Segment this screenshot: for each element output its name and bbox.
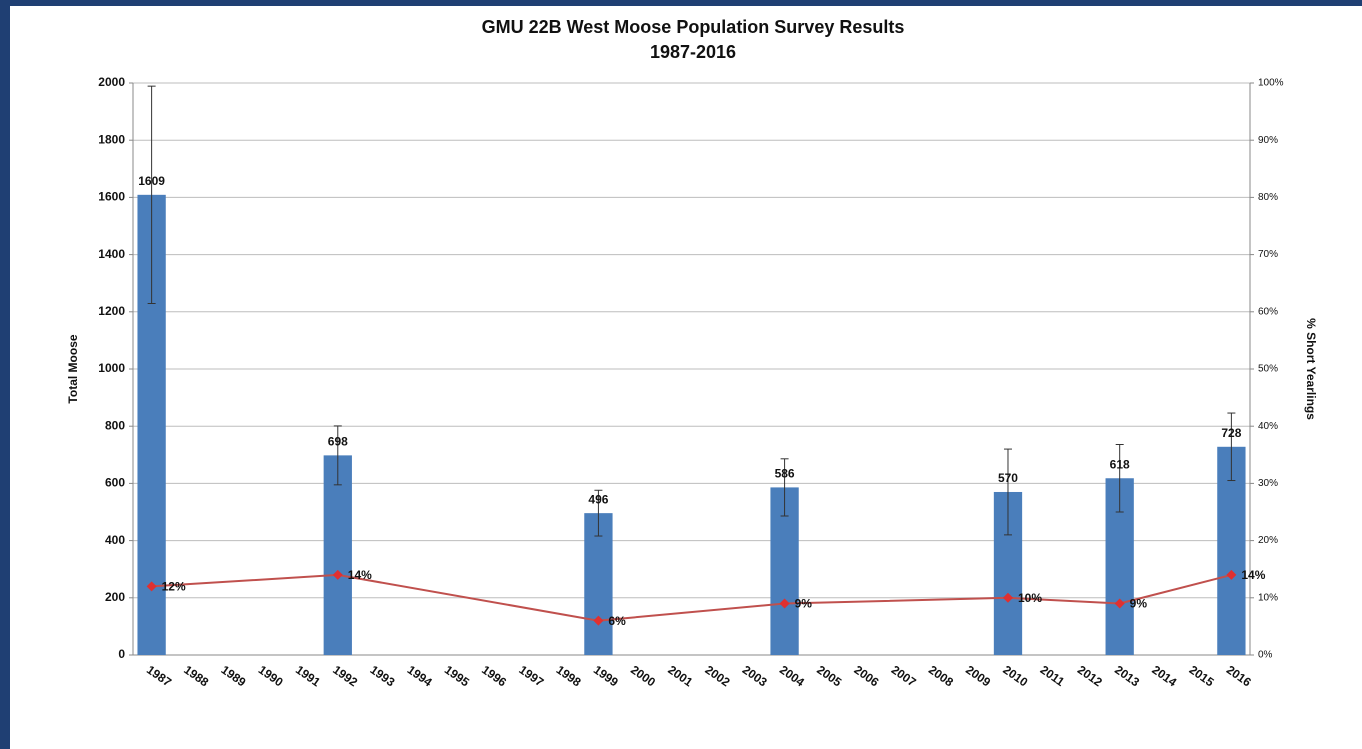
y2-tick-label: 20% [1258,535,1278,546]
y-tick-label: 400 [105,533,125,547]
y-tick-label: 800 [105,418,125,432]
y2-tick-label: 0% [1258,650,1273,661]
data-label: 496 [588,492,608,506]
data-label: 698 [328,435,348,449]
y2-tick-label: 30% [1258,478,1278,489]
data-label: 9% [1130,597,1148,611]
y-tick-label: 1600 [98,190,125,204]
data-label: 1609 [138,174,165,188]
y2-tick-label: 50% [1258,364,1278,375]
chart-subtitle: 1987-2016 [650,42,736,62]
y-tick-label: 1000 [98,361,125,375]
y2-axis-title: % Short Yearlings [1304,318,1318,420]
marker [332,569,343,580]
marker [1226,569,1237,580]
y2-tick-label: 70% [1258,249,1278,260]
y2-tick-label: 60% [1258,306,1278,317]
data-label: 728 [1221,426,1241,440]
marker [593,615,604,626]
data-label: 9% [795,597,813,611]
data-label: 586 [775,467,795,481]
y2-tick-label: 80% [1258,192,1278,203]
data-label: 10% [1018,591,1042,605]
y-tick-label: 200 [105,590,125,604]
data-label: 570 [998,471,1018,485]
y-tick-label: 1200 [98,304,125,318]
bar [323,455,352,655]
marker [779,598,790,609]
y2-tick-label: 10% [1258,592,1278,603]
data-label: 12% [162,580,186,594]
data-label: 618 [1110,457,1130,471]
bar [1217,446,1246,655]
bar [584,513,613,655]
y2-tick-label: 100% [1258,78,1284,89]
data-label: 6% [608,614,626,628]
data-label: 14% [348,568,372,582]
marker [1114,598,1125,609]
y-tick-label: 0 [118,647,125,661]
y-tick-label: 2000 [98,75,125,89]
y-tick-label: 600 [105,476,125,490]
y-tick-label: 1400 [98,247,125,261]
frame-left [0,0,10,749]
y2-tick-label: 90% [1258,135,1278,146]
y-axis-title: Total Moose [66,334,80,403]
chart-title: GMU 22B West Moose Population Survey Res… [482,17,905,37]
marker [146,581,157,592]
marker [1002,592,1013,603]
frame-top [0,0,1362,6]
y2-tick-label: 40% [1258,421,1278,432]
data-label: 14% [1241,568,1265,582]
y-tick-label: 1800 [98,132,125,146]
